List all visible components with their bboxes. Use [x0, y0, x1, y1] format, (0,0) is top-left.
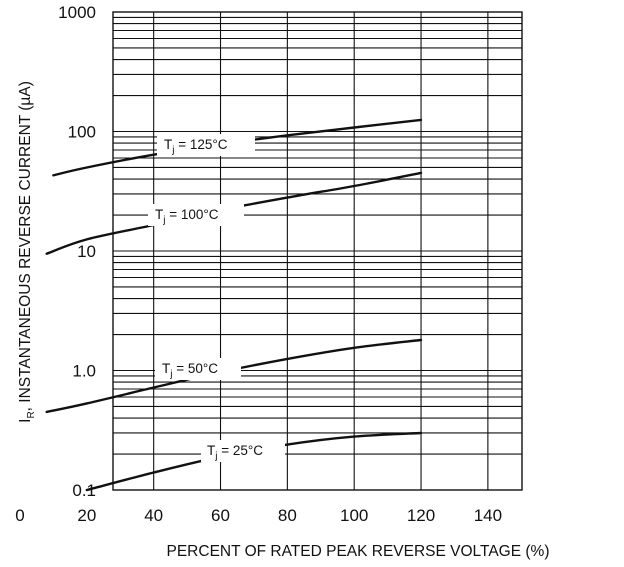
label-tj-125: Tj = 125°C	[157, 134, 255, 156]
x-axis-title: PERCENT OF RATED PEAK REVERSE VOLTAGE (%…	[167, 543, 550, 560]
label-tj-25: Tj = 25°C	[201, 440, 285, 462]
svg-text:Tj = 50°C: Tj = 50°C	[162, 361, 218, 380]
x-tick-label: 20	[77, 506, 96, 525]
y-tick-label: 100	[68, 123, 96, 142]
grid	[112, 11, 523, 491]
x-tick-label: 0	[15, 506, 24, 525]
y-tick-labels: 0.1 1.0 10 100 1000	[58, 3, 96, 500]
x-tick-label: 140	[474, 506, 502, 525]
x-tick-labels: 0 20 40 60 80 100 120 140	[15, 506, 502, 525]
svg-text:Tj = 100°C: Tj = 100°C	[155, 207, 219, 226]
x-tick-label: 40	[144, 506, 163, 525]
svg-text:Tj = 25°C: Tj = 25°C	[207, 443, 263, 462]
y-tick-label: 1000	[58, 3, 96, 22]
x-tick-label: 60	[211, 506, 230, 525]
label-tj-100: Tj = 100°C	[148, 204, 244, 226]
label-tj-50: Tj = 50°C	[155, 358, 241, 380]
x-tick-label: 100	[340, 506, 368, 525]
svg-text:Tj = 125°C: Tj = 125°C	[164, 137, 228, 156]
y-axis-title: IR, INSTANTANEOUS REVERSE CURRENT (µA)	[17, 81, 37, 423]
y-tick-label: 0.1	[72, 481, 96, 500]
y-tick-label: 10	[77, 242, 96, 261]
y-tick-label: 1.0	[72, 362, 96, 381]
x-tick-label: 80	[278, 506, 297, 525]
series-curves	[45, 118, 423, 492]
x-tick-label: 120	[407, 506, 435, 525]
